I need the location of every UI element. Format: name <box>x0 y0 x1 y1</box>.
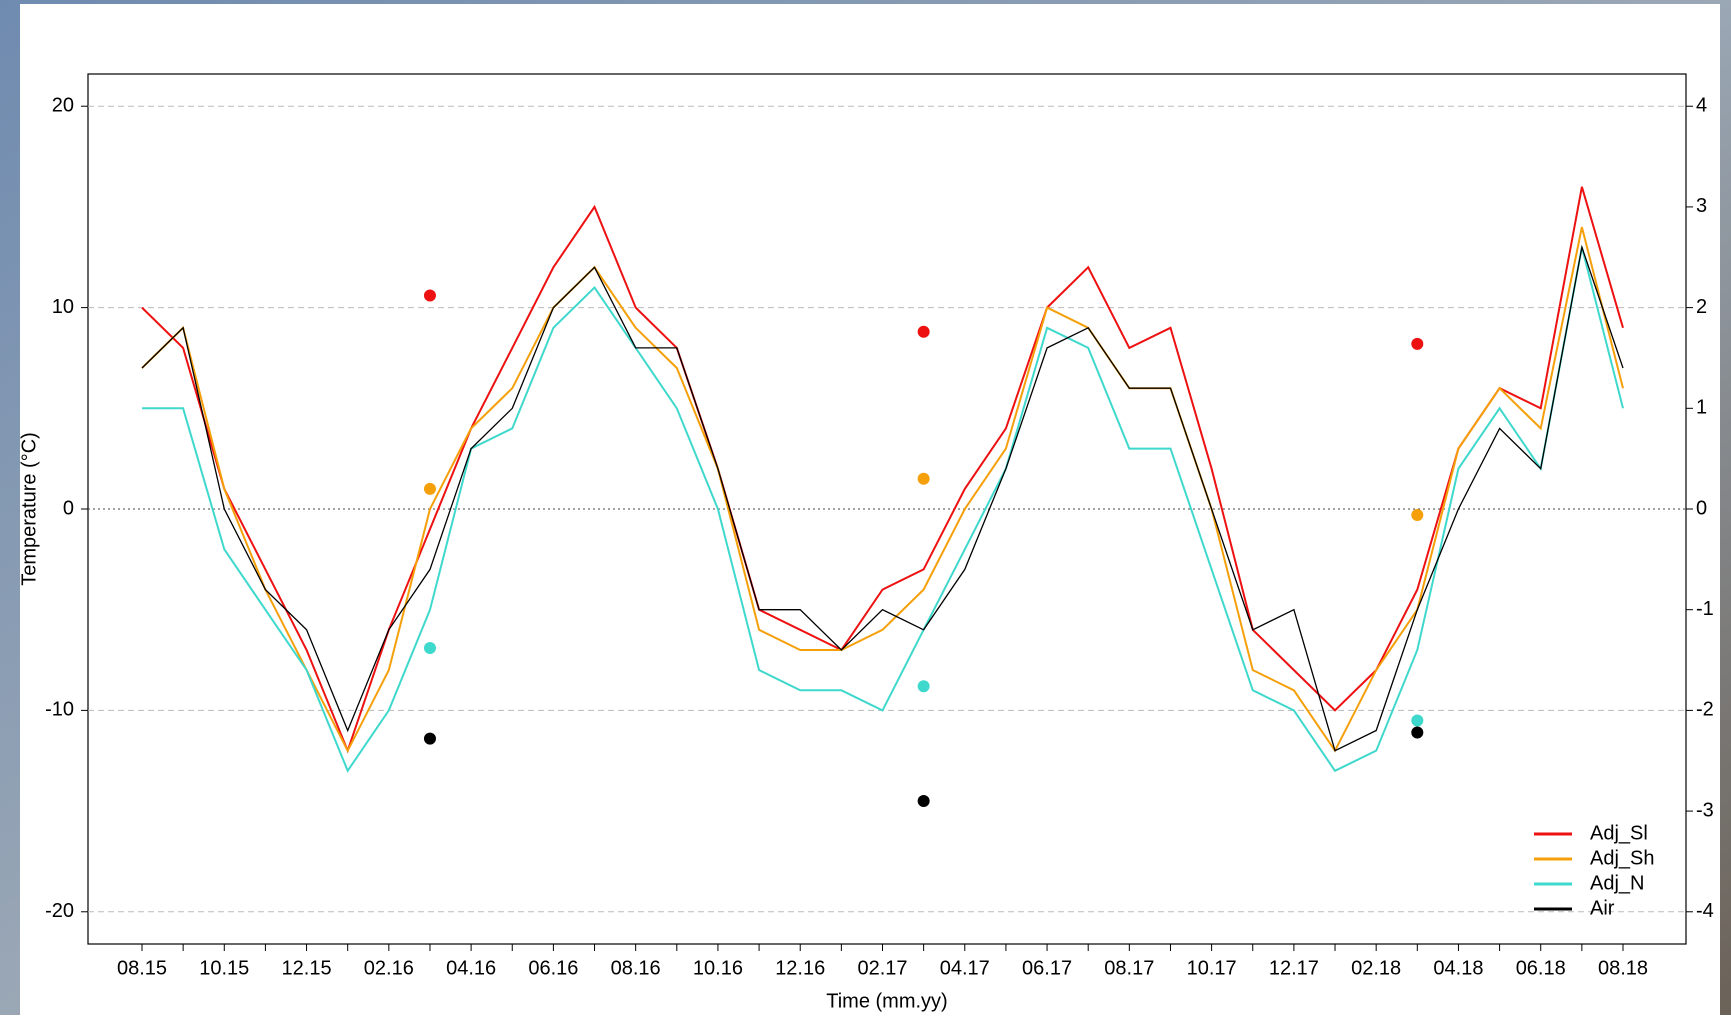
y2-point <box>1411 509 1423 521</box>
x-tick-label: 06.17 <box>1022 957 1072 979</box>
x-tick-label: 04.16 <box>446 957 496 979</box>
y2-tick-label: 2 <box>1696 296 1707 318</box>
x-tick-label: 10.17 <box>1187 957 1237 979</box>
x-tick-label: 10.16 <box>693 957 743 979</box>
y-axis-label: Temperature (°C) <box>18 432 40 586</box>
y-tick-label: -20 <box>45 900 74 922</box>
x-tick-label: 04.18 <box>1433 957 1483 979</box>
y-tick-label: -10 <box>45 699 74 721</box>
legend-label: Adj_N <box>1590 872 1644 894</box>
y2-point <box>1411 714 1423 726</box>
y2-point <box>918 680 930 692</box>
y2-point <box>918 473 930 485</box>
x-tick-label: 08.17 <box>1104 957 1154 979</box>
y2-point <box>424 290 436 302</box>
x-tick-label: 06.16 <box>528 957 578 979</box>
y2-tick-label: -1 <box>1696 598 1714 620</box>
x-tick-label: 02.16 <box>364 957 414 979</box>
y2-tick-label: -4 <box>1696 900 1714 922</box>
y-tick-label: 0 <box>63 497 74 519</box>
y-tick-label: 10 <box>52 296 74 318</box>
y2-point <box>424 642 436 654</box>
x-tick-label: 02.17 <box>857 957 907 979</box>
x-tick-label: 12.17 <box>1269 957 1319 979</box>
y2-tick-label: 0 <box>1696 497 1707 519</box>
legend-label: Air <box>1590 897 1615 919</box>
y2-tick-label: -3 <box>1696 799 1714 821</box>
page: Temperature (°C) Time (mm.yy) -20-100102… <box>0 0 1731 1015</box>
x-tick-label: 08.15 <box>117 957 167 979</box>
legend-label: Adj_Sl <box>1590 822 1648 844</box>
y2-point <box>424 733 436 745</box>
legend-label: Adj_Sh <box>1590 847 1655 869</box>
y2-point <box>424 483 436 495</box>
y2-tick-label: -2 <box>1696 699 1714 721</box>
x-tick-label: 02.18 <box>1351 957 1401 979</box>
x-tick-label: 04.17 <box>940 957 990 979</box>
x-tick-label: 10.15 <box>199 957 249 979</box>
y2-point <box>1411 727 1423 739</box>
y2-tick-label: 3 <box>1696 195 1707 217</box>
y2-point <box>918 326 930 338</box>
x-tick-label: 12.16 <box>775 957 825 979</box>
x-tick-label: 12.15 <box>282 957 332 979</box>
y2-tick-label: 1 <box>1696 397 1707 419</box>
y-tick-label: 20 <box>52 95 74 117</box>
x-tick-label: 08.18 <box>1598 957 1648 979</box>
x-tick-label: 06.18 <box>1516 957 1566 979</box>
chart: Temperature (°C) Time (mm.yy) -20-100102… <box>0 0 1731 1015</box>
y2-point <box>918 795 930 807</box>
y2-point <box>1411 338 1423 350</box>
x-tick-label: 08.16 <box>611 957 661 979</box>
x-axis-label: Time (mm.yy) <box>826 990 947 1012</box>
y2-tick-label: 4 <box>1696 95 1707 117</box>
